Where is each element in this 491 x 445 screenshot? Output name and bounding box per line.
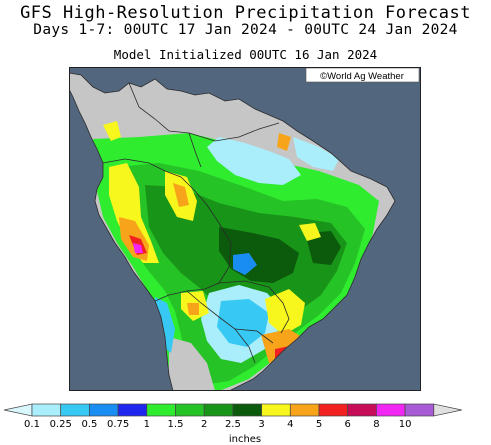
precip-4in-peru — [173, 183, 189, 207]
legend-tick-label: 0.5 — [81, 419, 97, 430]
precipitation-map: ©World Ag Weather — [69, 67, 421, 391]
forecast-period: Days 1-7: 00UTC 17 Jan 2024 - 00UTC 24 J… — [33, 22, 458, 38]
legend-tick-label: 0.25 — [50, 419, 72, 430]
precip-4in-bolivia — [187, 303, 199, 315]
legend-swatch — [175, 403, 205, 417]
legend-swatch — [347, 403, 377, 417]
precipitation-legend: 0.1 0.25 0.5 0.75 1 1.5 2 2.5 3 4 5 6 8 10 inches — [3, 403, 462, 445]
precip-4in-southeast — [261, 329, 305, 363]
precip-2-5in-east — [305, 231, 341, 265]
legend-swatch — [289, 403, 320, 417]
precip-4in-coast — [277, 133, 291, 151]
legend-tick-label: 2.5 — [225, 419, 241, 430]
legend-swatch — [31, 403, 62, 417]
light-precip-north2 — [293, 137, 339, 171]
precip-8in — [133, 243, 143, 253]
legend-swatch — [203, 403, 234, 417]
legend-tick-label: 1.5 — [168, 419, 184, 430]
legend-tick-label: 10 — [399, 419, 412, 430]
legend-colorbar — [3, 403, 462, 417]
precip-3in-ecuador — [103, 121, 121, 141]
light-precip-north — [207, 137, 301, 185]
country-borders — [69, 72, 396, 391]
legend-swatch — [146, 403, 176, 417]
map-frame — [69, 67, 421, 391]
legend-tick-label: 6 — [345, 419, 351, 430]
legend-tick-label: 0.1 — [24, 419, 40, 430]
model-init-time: Model Initialized 00UTC 16 Jan 2024 — [113, 47, 378, 62]
precip-3in-northeast — [299, 223, 321, 241]
legend-swatch — [318, 403, 349, 417]
legend-swatch — [117, 403, 148, 417]
legend-tick-labels: 0.1 0.25 0.5 0.75 1 1.5 2 2.5 3 4 5 6 8 10 — [24, 419, 411, 430]
legend-swatch — [261, 403, 291, 417]
legend-tick-label: 0.75 — [107, 419, 129, 430]
legend-tick-label: 3 — [258, 419, 264, 430]
legend-swatch — [404, 403, 435, 417]
legend-tick-label: 1 — [144, 419, 150, 430]
credit-text: ©World Ag Weather — [320, 71, 404, 82]
legend-tick-label: 8 — [373, 419, 379, 430]
precip-3in-andes — [109, 163, 159, 263]
precip-0-5in — [233, 253, 257, 275]
legend-swatch — [89, 403, 119, 417]
legend-tick-label: 2 — [201, 419, 207, 430]
legend-swatch — [232, 403, 262, 417]
legend-swatch — [60, 403, 90, 417]
legend-unit-label: inches — [229, 434, 261, 445]
legend-arrow-low — [3, 403, 33, 417]
precip-3in-southeast — [265, 289, 305, 335]
precip-0-25in — [217, 299, 269, 347]
legend-arrow-high — [433, 403, 462, 417]
legend-tick-label: 4 — [287, 419, 293, 430]
legend-tick-label: 5 — [316, 419, 322, 430]
map-title: GFS High-Resolution Precipitation Foreca… — [20, 3, 471, 23]
dry-patagonia — [169, 337, 215, 391]
legend-swatch — [376, 403, 406, 417]
